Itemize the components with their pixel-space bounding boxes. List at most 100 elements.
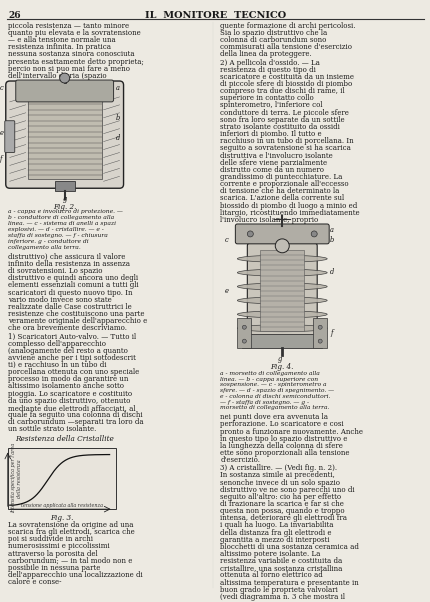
Text: l'involucro isolante, proprio: l'involucro isolante, proprio (221, 216, 319, 224)
Text: 26: 26 (9, 11, 22, 20)
Text: la lunghezza della colonna di sfere: la lunghezza della colonna di sfere (221, 442, 343, 450)
Text: scaricatori di questo nuovo tipo. In: scaricatori di questo nuovo tipo. In (8, 288, 132, 297)
Text: linea. — c - sistema di anelli a spazi: linea. — c - sistema di anelli a spazi (8, 221, 116, 226)
Text: altissima temperatura e presentante in: altissima temperatura e presentante in (221, 579, 359, 586)
Text: di sovratensioni. Lo spazio: di sovratensioni. Lo spazio (8, 267, 102, 275)
Text: pioggia. Lo scaricatore e costituito: pioggia. Lo scaricatore e costituito (8, 389, 132, 397)
Text: seguito all'altro: cio ha per effetto: seguito all'altro: cio ha per effetto (221, 493, 341, 501)
Circle shape (243, 325, 246, 329)
Text: e: e (0, 129, 3, 137)
Text: vario modo invece sono state: vario modo invece sono state (8, 296, 111, 303)
Text: collegamento alla terra.: collegamento alla terra. (8, 245, 80, 250)
Text: Sia lo spazio distruttivo che la: Sia lo spazio distruttivo che la (221, 29, 328, 37)
Circle shape (243, 339, 246, 343)
Text: avviene anche per i tipi sottodescrit: avviene anche per i tipi sottodescrit (8, 354, 135, 362)
Text: scarica fra gli elettrodi, scarica che: scarica fra gli elettrodi, scarica che (8, 528, 135, 536)
Text: poi si suddivide in archi: poi si suddivide in archi (8, 535, 93, 544)
Text: percio non si puo mai fare a meno: percio non si puo mai fare a meno (8, 65, 130, 73)
Text: b - conduttore di collegamento alla: b - conduttore di collegamento alla (8, 215, 114, 220)
Ellipse shape (237, 255, 327, 262)
Text: (analogamente del resto a quanto: (analogamente del resto a quanto (8, 347, 128, 355)
Text: resistenze che costituiscono una parte: resistenze che costituiscono una parte (8, 310, 144, 318)
Text: dell'apparecchio una localizzazione di: dell'apparecchio una localizzazione di (8, 571, 142, 579)
Text: cristallire, una sostanza cristallina: cristallire, una sostanza cristallina (221, 564, 343, 573)
Text: Fig. 2.: Fig. 2. (53, 203, 77, 211)
Bar (313, 318, 327, 348)
Text: delle sfere viene parzialmente: delle sfere viene parzialmente (221, 159, 328, 167)
Text: blocchetti di una sostanza ceramica ad: blocchetti di una sostanza ceramica ad (221, 543, 359, 551)
Text: conduttore di terra. Le piccole sfere: conduttore di terra. Le piccole sfere (221, 108, 349, 117)
Bar (260, 250, 304, 331)
Text: a - morsetto di collegamento alla: a - morsetto di collegamento alla (221, 371, 320, 376)
Text: litargio, ricostituendo immediatamente: litargio, ricostituendo immediatamente (221, 209, 360, 217)
Text: inferiori di piombo. Il tutto e: inferiori di piombo. Il tutto e (221, 130, 322, 138)
Ellipse shape (237, 297, 327, 304)
FancyBboxPatch shape (235, 224, 329, 244)
Text: resistenza variabile e costituita da: resistenza variabile e costituita da (221, 557, 343, 565)
Text: garantita a mezzo di interposti: garantita a mezzo di interposti (221, 536, 330, 544)
Text: di piccole sfere di biossido di piombo: di piccole sfere di biossido di piombo (221, 80, 353, 88)
Text: a: a (116, 84, 120, 92)
Text: ti) e racchiuso in un tubo di: ti) e racchiuso in un tubo di (8, 361, 106, 369)
Text: e - colonna di dischi semiconduttori.: e - colonna di dischi semiconduttori. (221, 394, 331, 399)
Text: complesso dell'apparecchio: complesso dell'apparecchio (8, 340, 106, 347)
Ellipse shape (237, 324, 327, 332)
Text: biossido di piombo di luogo a minio ed: biossido di piombo di luogo a minio ed (221, 202, 358, 209)
Text: realizzate dalle Case costruttrici le: realizzate dalle Case costruttrici le (8, 303, 132, 311)
Text: possibile in nessuna parte: possibile in nessuna parte (8, 564, 100, 572)
Text: resistenza di questo tipo di: resistenza di questo tipo di (221, 66, 316, 73)
Text: di frazionare la scarica e far si che: di frazionare la scarica e far si che (221, 500, 344, 508)
Text: morsetto di collegamento alla terra.: morsetto di collegamento alla terra. (221, 406, 330, 411)
Text: 1) Scaricatori Auto-valvo. — Tutto il: 1) Scaricatori Auto-valvo. — Tutto il (8, 332, 136, 340)
Text: di carborundum —separati tra loro da: di carborundum —separati tra loro da (8, 418, 143, 426)
Text: quale fa seguito una colonna di dischi: quale fa seguito una colonna di dischi (8, 411, 142, 419)
Text: sfere. — d - spazio di spegnimento. —: sfere. — d - spazio di spegnimento. — (221, 388, 335, 393)
Text: altissimo potere isolante. La: altissimo potere isolante. La (221, 550, 321, 558)
Text: La sovratensione da origine ad una: La sovratensione da origine ad una (8, 521, 133, 529)
Text: porcellana ottenuta con uno speciale: porcellana ottenuta con uno speciale (8, 368, 139, 376)
Text: veramente originale dell'apparecchio e: veramente originale dell'apparecchio e (8, 317, 147, 325)
Text: buon grado le proprieta valvolari: buon grado le proprieta valvolari (221, 586, 338, 594)
Text: intensa, deteriorare gli elettrodi fra: intensa, deteriorare gli elettrodi fra (221, 514, 347, 523)
Text: g: g (63, 195, 67, 203)
FancyBboxPatch shape (5, 121, 15, 152)
Text: dell'intervallo d'aria (spazio: dell'intervallo d'aria (spazio (8, 72, 106, 80)
Text: grandissimo di puntecchiature. La: grandissimo di puntecchiature. La (221, 173, 343, 181)
Text: un sottile strato isolante.: un sottile strato isolante. (8, 426, 96, 433)
Ellipse shape (237, 283, 327, 290)
Text: ottenuta al forno elettrico ad: ottenuta al forno elettrico ad (221, 571, 323, 580)
Bar (243, 334, 322, 348)
Text: b: b (116, 114, 120, 122)
Text: elementi essenziali comuni a tutti gli: elementi essenziali comuni a tutti gli (8, 281, 138, 290)
Text: b: b (330, 236, 335, 244)
Text: a - cappa e involucro di protezione. —: a - cappa e involucro di protezione. — (8, 209, 123, 214)
Text: che ora brevemente descriviamo.: che ora brevemente descriviamo. (8, 324, 127, 332)
Text: carborundum; — in tal modo non e: carborundum; — in tal modo non e (8, 557, 132, 565)
Text: d: d (330, 268, 335, 276)
Text: tensione applicata alla resistenza: tensione applicata alla resistenza (21, 503, 103, 508)
Text: compreso tra due dischi di rame, il: compreso tra due dischi di rame, il (221, 87, 345, 95)
Text: — e alla tensione normale una: — e alla tensione normale una (8, 36, 116, 44)
Text: processo in modo da garantire un: processo in modo da garantire un (8, 375, 128, 383)
Text: senonche invece di un solo spazio: senonche invece di un solo spazio (221, 479, 341, 486)
Text: f: f (330, 329, 333, 337)
Text: quanto piu elevata e la sovratensione: quanto piu elevata e la sovratensione (8, 29, 141, 37)
Text: distruttivo e quindi ancora uno degli: distruttivo e quindi ancora uno degli (8, 275, 138, 282)
Text: e: e (224, 288, 228, 296)
Circle shape (311, 231, 317, 237)
Text: Intensita specifica per l'area
della resistenza: Intensita specifica per l'area della res… (11, 443, 22, 514)
Text: Fig. 4.: Fig. 4. (270, 363, 294, 371)
Text: 2) A pellicola d'ossido. — La: 2) A pellicola d'ossido. — La (221, 58, 320, 67)
Bar (237, 318, 251, 348)
Text: da uno spazio distruttivo, ottenuto: da uno spazio distruttivo, ottenuto (8, 397, 130, 405)
Text: ette sono proporzionali alla tensione: ette sono proporzionali alla tensione (221, 449, 350, 457)
Text: infinito della resistenza in assenza: infinito della resistenza in assenza (8, 260, 130, 268)
Text: g: g (277, 355, 282, 363)
Text: perforazione. Lo scaricatore e cosi: perforazione. Lo scaricatore e cosi (221, 420, 344, 429)
Text: esplosivi. — d - cristallire. — e -: esplosivi. — d - cristallire. — e - (8, 227, 104, 232)
Text: Resistenza della Cristallite: Resistenza della Cristallite (15, 435, 114, 444)
Text: IL  MONITORE  TECNICO: IL MONITORE TECNICO (145, 11, 286, 20)
Circle shape (318, 339, 322, 343)
Text: nei punti dove era avvenuta la: nei punti dove era avvenuta la (221, 413, 329, 421)
Text: d: d (116, 134, 120, 141)
